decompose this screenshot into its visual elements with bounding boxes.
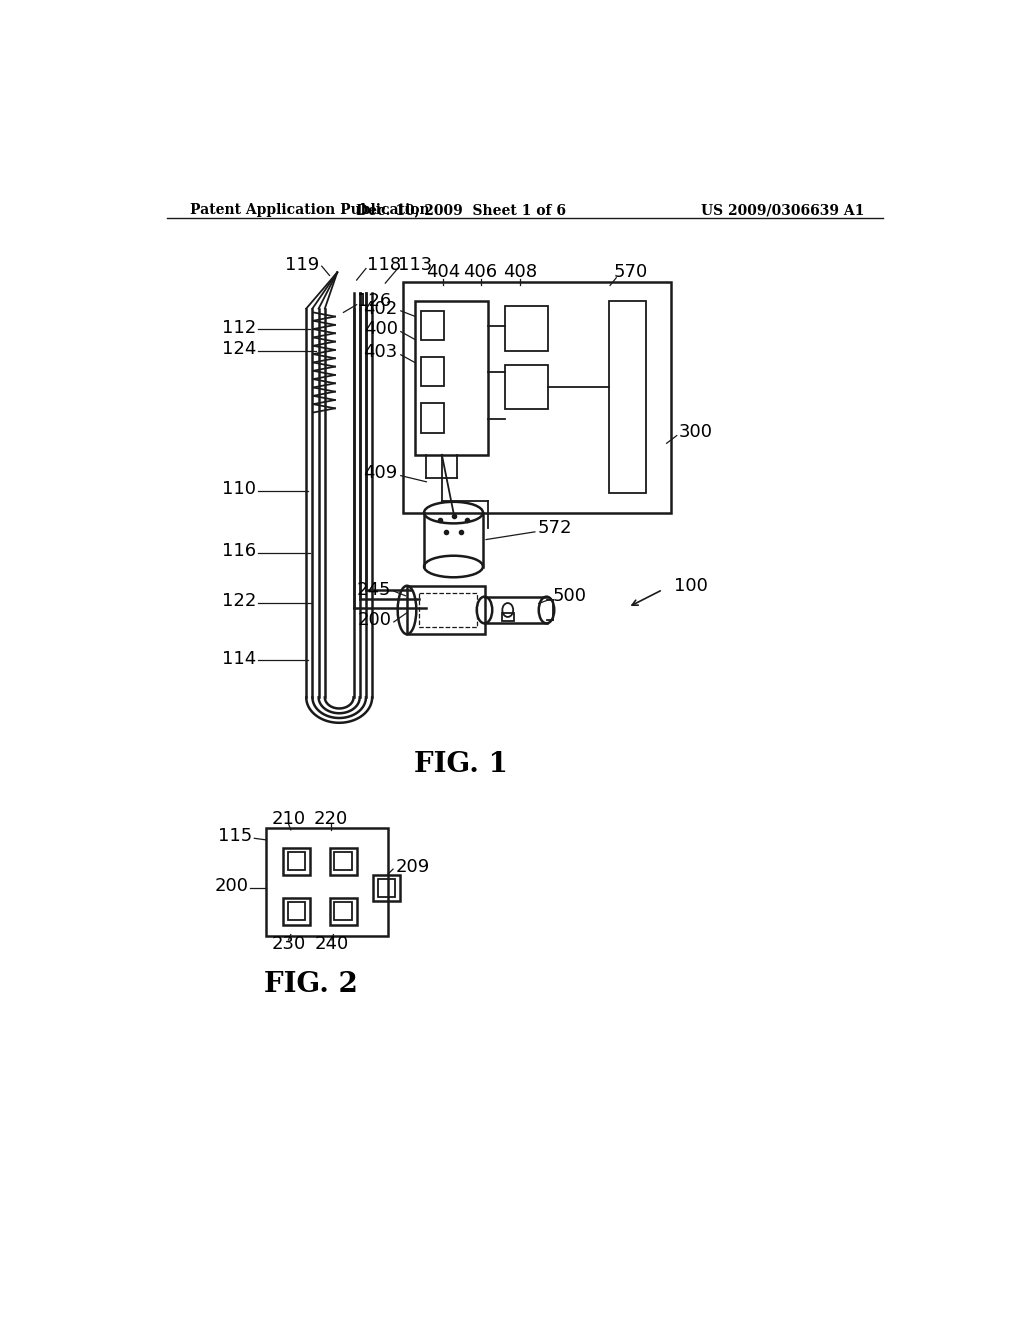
Text: Patent Application Publication: Patent Application Publication xyxy=(190,203,430,216)
Text: 100: 100 xyxy=(675,577,709,595)
Text: FIG. 1: FIG. 1 xyxy=(415,751,508,779)
Text: 112: 112 xyxy=(221,319,256,337)
Text: 122: 122 xyxy=(221,593,256,610)
Text: 110: 110 xyxy=(222,480,256,499)
Text: 230: 230 xyxy=(271,935,305,953)
Bar xyxy=(421,358,444,387)
Bar xyxy=(373,874,400,902)
Bar xyxy=(415,301,488,455)
Text: 406: 406 xyxy=(464,264,498,281)
Text: 118: 118 xyxy=(367,256,400,273)
Text: 210: 210 xyxy=(271,810,305,828)
Bar xyxy=(330,898,356,924)
Bar xyxy=(407,586,484,635)
Text: 409: 409 xyxy=(364,463,397,482)
Bar xyxy=(506,364,548,409)
Bar xyxy=(266,829,388,936)
Bar xyxy=(421,404,444,433)
Bar xyxy=(288,903,305,920)
Text: 408: 408 xyxy=(503,264,538,281)
Bar xyxy=(288,853,305,870)
Bar xyxy=(334,903,352,920)
Bar xyxy=(506,306,548,351)
Text: 220: 220 xyxy=(314,810,348,828)
Text: 402: 402 xyxy=(364,300,397,318)
Text: Dec. 10, 2009  Sheet 1 of 6: Dec. 10, 2009 Sheet 1 of 6 xyxy=(356,203,566,216)
Bar xyxy=(421,312,444,341)
Text: 200: 200 xyxy=(214,876,248,895)
Bar xyxy=(378,879,395,896)
Text: FIG. 2: FIG. 2 xyxy=(263,970,357,998)
Text: 209: 209 xyxy=(395,858,430,875)
Bar xyxy=(330,847,356,874)
Bar xyxy=(283,847,310,874)
Text: 300: 300 xyxy=(678,422,713,441)
Text: 115: 115 xyxy=(218,828,252,845)
Text: 124: 124 xyxy=(221,341,256,358)
Text: 116: 116 xyxy=(222,543,256,560)
Bar xyxy=(419,594,477,627)
Text: 403: 403 xyxy=(364,343,397,362)
Bar xyxy=(334,853,352,870)
Bar xyxy=(608,301,646,494)
Bar xyxy=(502,612,514,620)
Bar xyxy=(283,898,310,924)
Text: 500: 500 xyxy=(553,587,587,605)
Text: 113: 113 xyxy=(397,256,432,273)
Bar xyxy=(403,281,671,512)
Text: 245: 245 xyxy=(357,581,391,598)
Text: 240: 240 xyxy=(314,935,349,953)
Text: 400: 400 xyxy=(364,321,397,338)
Text: 200: 200 xyxy=(357,611,391,630)
Text: 404: 404 xyxy=(426,264,461,281)
Text: 126: 126 xyxy=(357,292,391,310)
Text: 119: 119 xyxy=(285,256,319,273)
Text: US 2009/0306639 A1: US 2009/0306639 A1 xyxy=(700,203,864,216)
Text: 572: 572 xyxy=(538,519,571,537)
Text: 570: 570 xyxy=(613,264,647,281)
Text: 114: 114 xyxy=(221,649,256,668)
